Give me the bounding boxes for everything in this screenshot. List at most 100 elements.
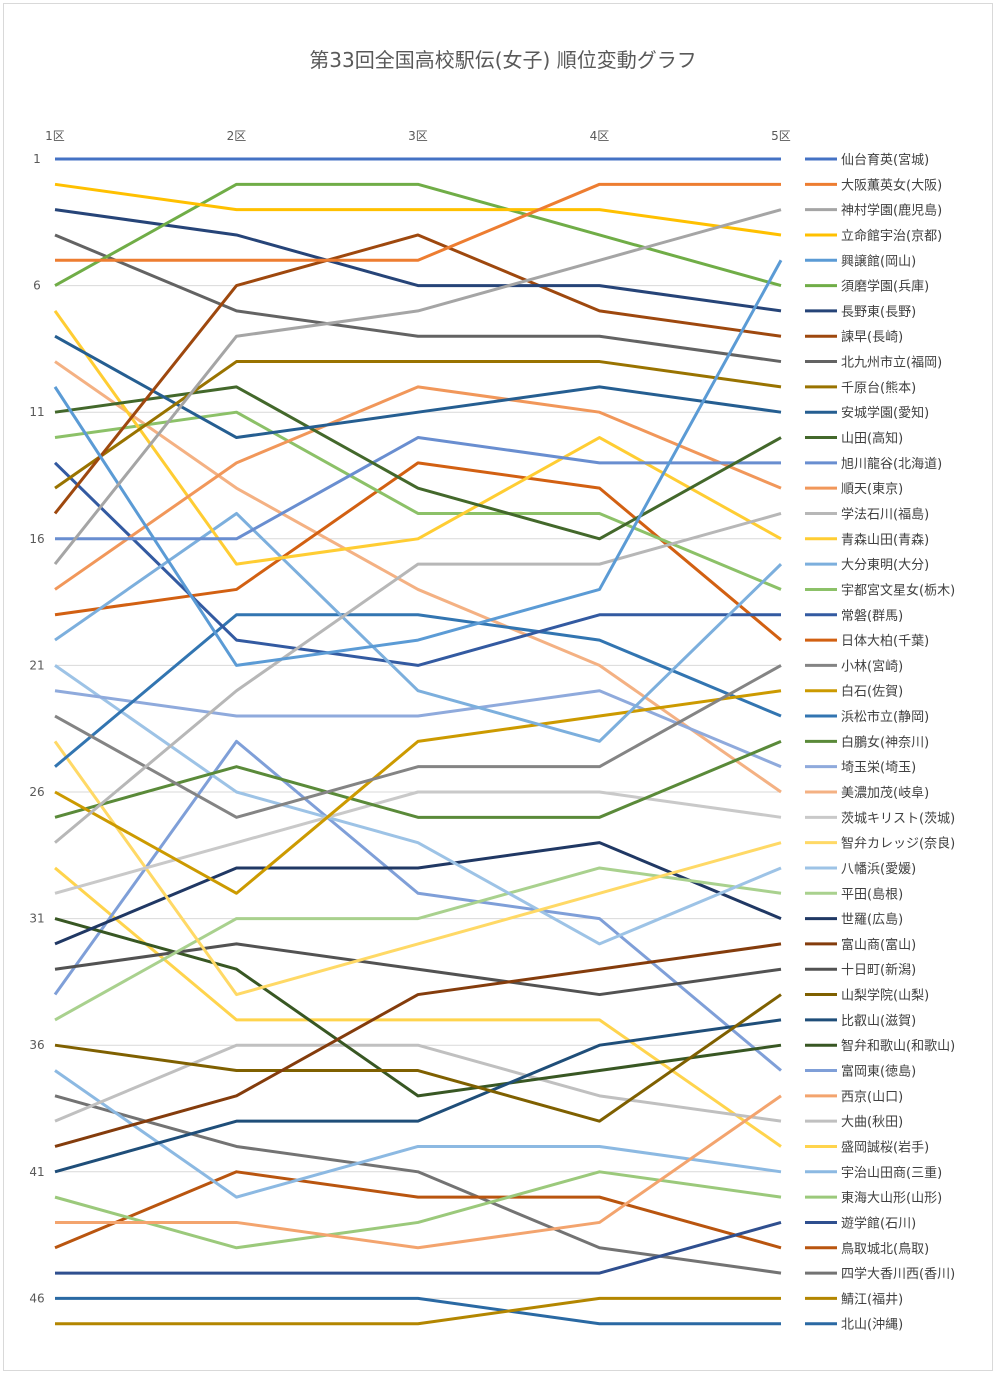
legend-label: 大分東明(大分): [841, 557, 929, 573]
legend-label: 西京(山口): [841, 1090, 903, 1105]
legend-item[interactable]: 神村学園(鹿児島): [805, 203, 942, 219]
legend-item[interactable]: 日体大柏(千葉): [805, 634, 929, 649]
series-line: [53, 233, 782, 515]
series-line: [54, 1043, 782, 1123]
legend-label: 長野東(長野): [841, 304, 916, 320]
legend-item[interactable]: 白鵬女(神奈川): [805, 734, 929, 750]
legend-label: 遊学館(石川): [841, 1215, 916, 1231]
legend-item[interactable]: 浜松市立(静岡): [805, 709, 929, 725]
legend-item[interactable]: 興譲館(岡山): [805, 253, 916, 269]
legend-item[interactable]: 富山商(富山): [805, 937, 916, 953]
legend-item[interactable]: 北九州市立(福岡): [805, 355, 942, 371]
series-line: [54, 182, 782, 237]
legend-label: 茨城キリスト(茨城): [841, 811, 955, 826]
series-line: [55, 436, 781, 541]
legend-label: 富山商(富山): [841, 937, 916, 953]
legend-label: 学法石川(福島): [841, 506, 929, 522]
x-axis-labels: 1区 2区 3区 4区 5区: [45, 129, 791, 143]
legend-label: 北山(沖縄): [841, 1318, 903, 1333]
legend-item[interactable]: 長野東(長野): [805, 304, 916, 320]
legend-label: 十日町(新潟): [841, 962, 916, 978]
legend-item[interactable]: 富岡東(徳島): [805, 1064, 916, 1080]
series-line: [54, 208, 782, 313]
series-line: [54, 512, 782, 844]
y-tick-label: 11: [29, 405, 44, 419]
legend-item[interactable]: 大阪薫英女(大阪): [805, 177, 942, 193]
legend-item[interactable]: 常磐(群馬): [805, 609, 903, 624]
legend-item[interactable]: 智弁和歌山(和歌山): [805, 1039, 955, 1054]
legend-item[interactable]: 智弁カレッジ(奈良): [805, 836, 955, 852]
legend-label: 安城学園(愛知): [841, 405, 929, 421]
series-line: [54, 360, 782, 490]
legend-item[interactable]: 順天(東京): [805, 481, 903, 497]
legend-label: 常磐(群馬): [841, 609, 903, 624]
legend-item[interactable]: 比叡山(滋賀): [805, 1014, 916, 1029]
series-line: [54, 385, 782, 591]
series-line: [53, 259, 783, 667]
legend-item[interactable]: 宇治山田商(三重): [805, 1165, 942, 1181]
legend-item[interactable]: 小林(宮崎): [805, 658, 903, 674]
series-line: [54, 385, 782, 541]
legend-label: 立命館宇治(京都): [841, 228, 942, 244]
legend-item[interactable]: 世羅(広島): [805, 913, 903, 928]
legend-label: 富岡東(徳島): [841, 1064, 916, 1080]
x-tick-label: 2区: [227, 129, 247, 143]
legend-item[interactable]: 旭川龍谷(北海道): [805, 456, 942, 472]
legend-label: 智弁カレッジ(奈良): [841, 836, 955, 852]
legend-item[interactable]: 鯖江(福井): [805, 1292, 903, 1307]
legend-item[interactable]: 盛岡誠桜(岩手): [805, 1140, 929, 1155]
legend-item[interactable]: 山田(高知): [805, 431, 903, 447]
legend-item[interactable]: 鳥取城北(鳥取): [805, 1242, 929, 1257]
legend-label: 須磨学園(兵庫): [841, 279, 929, 295]
legend-item[interactable]: 宇都宮文星女(栃木): [805, 582, 955, 598]
legend-item[interactable]: 埼玉栄(埼玉): [805, 761, 916, 776]
series-line: [54, 664, 782, 946]
legend-item[interactable]: 須磨学園(兵庫): [805, 279, 929, 295]
legend-label: 四学大香川西(香川): [841, 1266, 955, 1282]
legend-label: 宇都宮文星女(栃木): [841, 582, 955, 598]
y-tick-label: 41: [29, 1165, 44, 1179]
legend-label: 白石(佐賀): [841, 684, 903, 700]
legend-item[interactable]: 青森山田(青森): [805, 533, 929, 548]
legend-item[interactable]: 茨城キリスト(茨城): [805, 811, 955, 826]
legend-label: 東海大山形(山形): [841, 1190, 942, 1206]
series-line: [54, 1069, 782, 1199]
legend-label: 青森山田(青森): [841, 533, 929, 548]
legend-item[interactable]: 学法石川(福島): [805, 506, 929, 522]
legend-item[interactable]: 美濃加茂(岐阜): [805, 785, 929, 801]
legend-item[interactable]: 仙台育英(宮城): [805, 152, 929, 168]
series-line: [54, 233, 782, 364]
legend-item[interactable]: 十日町(新潟): [805, 962, 916, 978]
legend-label: 北九州市立(福岡): [841, 355, 942, 371]
legend-item[interactable]: 東海大山形(山形): [805, 1190, 942, 1206]
legend-item[interactable]: 遊学館(石川): [805, 1215, 916, 1231]
legend-label: 浜松市立(静岡): [841, 709, 929, 725]
series-line: [55, 182, 781, 262]
legend-label: 八幡浜(愛媛): [841, 862, 916, 877]
legend-label: 宇治山田商(三重): [841, 1165, 942, 1181]
legend-item[interactable]: 白石(佐賀): [805, 684, 903, 700]
legend-item[interactable]: 西京(山口): [805, 1090, 903, 1105]
legend-label: 世羅(広島): [841, 913, 903, 928]
legend-label: 大阪薫英女(大阪): [841, 177, 942, 193]
x-tick-label: 5区: [771, 129, 791, 143]
y-tick-label: 36: [29, 1038, 44, 1052]
series-line: [53, 740, 782, 997]
legend-label: 山梨学院(山梨): [841, 988, 929, 1004]
legend-item[interactable]: 八幡浜(愛媛): [805, 862, 916, 877]
legend-item[interactable]: 四学大香川西(香川): [805, 1266, 955, 1282]
legend-item[interactable]: 安城学園(愛知): [805, 405, 929, 421]
legend-label: 鯖江(福井): [841, 1292, 903, 1307]
series-line: [53, 739, 782, 1072]
legend-item[interactable]: 諫早(長崎): [805, 329, 903, 345]
legend-label: 鳥取城北(鳥取): [841, 1242, 929, 1257]
legend-item[interactable]: 大曲(秋田): [805, 1115, 903, 1130]
legend-label: 千原台(熊本): [841, 380, 916, 396]
legend-item[interactable]: 山梨学院(山梨): [805, 988, 929, 1004]
legend-item[interactable]: 立命館宇治(京都): [805, 228, 942, 244]
legend-item[interactable]: 千原台(熊本): [805, 380, 916, 396]
legend-item[interactable]: 大分東明(大分): [805, 557, 929, 573]
legend-item[interactable]: 北山(沖縄): [805, 1318, 903, 1333]
legend-item[interactable]: 平田(島根): [805, 887, 903, 902]
